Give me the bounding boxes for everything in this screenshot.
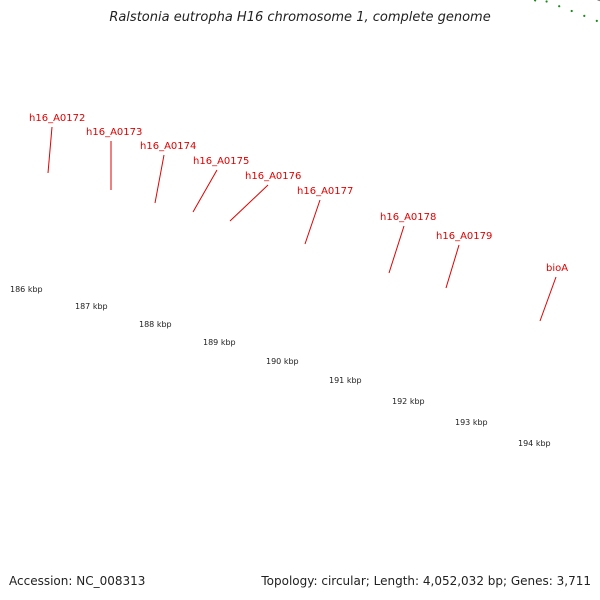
leader-line	[445, 244, 460, 289]
leader-line	[539, 276, 557, 322]
gene-labels: h16_A0172 h16_A0173 h16_A0174 h16_A0175 …	[29, 113, 568, 274]
gene-label-h16-a0179: h16_A0179	[436, 231, 492, 242]
gene-label-h16-a0173: h16_A0173	[86, 127, 142, 138]
map-title: Ralstonia eutropha H16 chromosome 1, com…	[109, 10, 491, 25]
leader-line	[47, 126, 53, 174]
backbone-highlight	[598, 0, 600, 1]
leader-line	[304, 199, 321, 245]
inner-tick	[533, 0, 537, 2]
gene-label-h16-a0177: h16_A0177	[297, 186, 353, 197]
backbone-track	[596, 0, 600, 2]
gene-leader-lines	[47, 126, 557, 322]
scale-label: 190 kbp	[266, 357, 299, 366]
gene-label-bioa: bioA	[546, 263, 568, 274]
scale-label: 193 kbp	[455, 418, 488, 427]
leader-line	[154, 154, 165, 204]
scale-labels: 186 kbp 187 kbp 188 kbp 189 kbp 190 kbp …	[10, 285, 551, 448]
genome-summary-text: Topology: circular; Length: 4,052,032 bp…	[261, 574, 591, 588]
scale-label: 194 kbp	[518, 439, 551, 448]
leader-line	[388, 225, 405, 274]
leader-line	[229, 184, 269, 222]
gene-label-h16-a0174: h16_A0174	[140, 141, 196, 152]
scale-label: 188 kbp	[139, 320, 172, 329]
accession-text: Accession: NC_008313	[9, 574, 146, 588]
scale-label: 191 kbp	[329, 376, 362, 385]
inner-dot	[583, 14, 586, 17]
inner-dot	[595, 19, 598, 22]
scale-label: 192 kbp	[392, 397, 425, 406]
inner-dot	[570, 9, 573, 13]
inner-dot	[545, 0, 548, 3]
scale-label: 186 kbp	[10, 285, 43, 294]
scale-label: 189 kbp	[203, 338, 236, 347]
inner-tick-ring	[533, 0, 598, 22]
inner-dot	[558, 5, 561, 8]
backbone-line	[596, 0, 600, 2]
gene-label-h16-a0175: h16_A0175	[193, 156, 249, 167]
scale-label: 187 kbp	[75, 302, 108, 311]
gene-label-h16-a0172: h16_A0172	[29, 113, 85, 124]
gene-label-h16-a0178: h16_A0178	[380, 212, 436, 223]
leader-line	[192, 169, 218, 213]
gene-label-h16-a0176: h16_A0176	[245, 171, 301, 182]
